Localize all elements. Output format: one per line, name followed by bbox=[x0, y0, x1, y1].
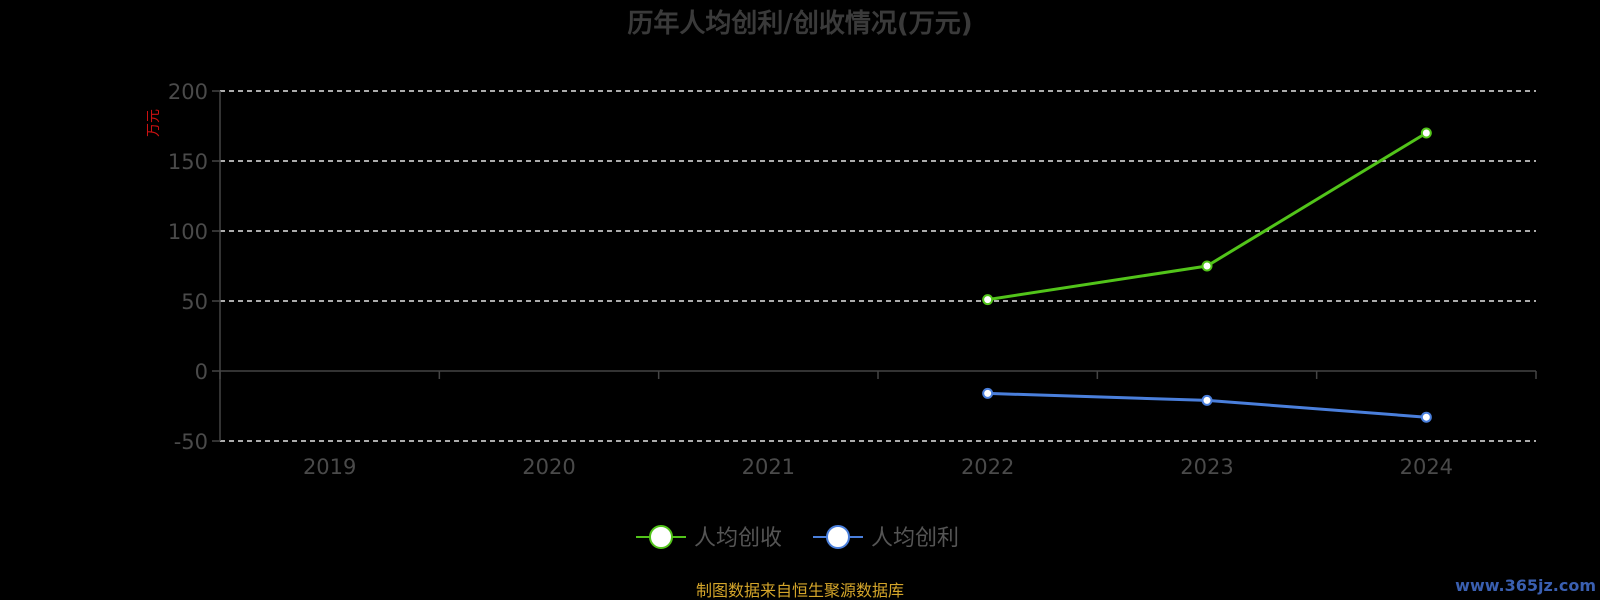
data-point[interactable] bbox=[982, 387, 994, 399]
legend-marker bbox=[826, 525, 850, 549]
data-point[interactable] bbox=[1420, 411, 1432, 423]
legend-label: 人均创收 bbox=[694, 526, 782, 551]
data-source-note: 制图数据来自恒生聚源数据库 bbox=[696, 581, 904, 600]
data-point[interactable] bbox=[1201, 260, 1213, 272]
series-lines bbox=[982, 127, 1432, 423]
axes: 200 150 100 50 0 -50 2019 2020 2021 2022 2023 2024 bbox=[168, 80, 1537, 479]
legend-label: 人均创利 bbox=[871, 526, 959, 551]
x-tick-label: 2020 bbox=[522, 455, 575, 479]
x-tick-label: 2023 bbox=[1180, 455, 1233, 479]
x-tick-label: 2021 bbox=[742, 455, 795, 479]
legend-item[interactable]: 人均创利 bbox=[813, 525, 959, 551]
y-tick-label: 0 bbox=[195, 360, 208, 384]
y-tick-label: 100 bbox=[168, 220, 208, 244]
chart-title: 历年人均创利/创收情况(万元) bbox=[627, 8, 972, 39]
data-point[interactable] bbox=[982, 294, 994, 306]
x-tick-label: 2024 bbox=[1400, 455, 1453, 479]
y-tick-label: 150 bbox=[168, 150, 208, 174]
data-point[interactable] bbox=[1201, 394, 1213, 406]
watermark: www.365jz.com bbox=[1455, 576, 1596, 595]
x-tick-label: 2019 bbox=[303, 455, 356, 479]
legend-marker bbox=[649, 525, 673, 549]
y-tick-label: 200 bbox=[168, 80, 208, 104]
data-point[interactable] bbox=[1420, 127, 1432, 139]
y-axis-unit-label: 万元 bbox=[146, 109, 162, 137]
y-tick-label: -50 bbox=[174, 430, 208, 454]
y-tick-label: 50 bbox=[181, 290, 208, 314]
series-line bbox=[987, 131, 1428, 302]
legend[interactable]: 人均创收 人均创利 bbox=[636, 525, 959, 551]
legend-item[interactable]: 人均创收 bbox=[636, 525, 782, 551]
x-tick-label: 2022 bbox=[961, 455, 1014, 479]
grid-lines bbox=[220, 90, 1536, 442]
